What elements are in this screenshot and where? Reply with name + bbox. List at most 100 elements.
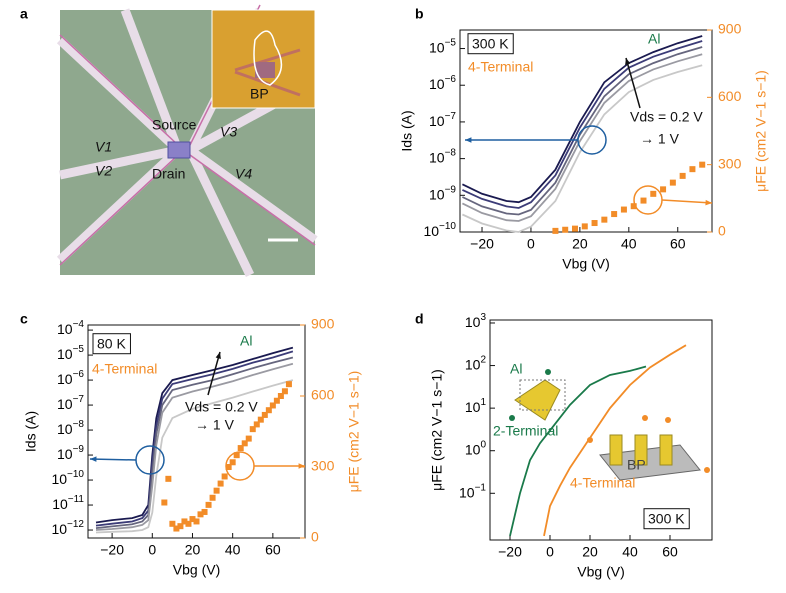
mobility-point: [660, 186, 667, 193]
mobility-point: [630, 203, 637, 210]
plot-frame: [87, 324, 306, 539]
y-tick-label: 10−10: [423, 221, 456, 239]
mobility-point: [237, 445, 244, 452]
mobility-point: [177, 523, 184, 530]
arrow: [625, 57, 641, 109]
y2-tick-label: 300: [718, 155, 742, 171]
dot-marker: [704, 467, 710, 473]
micrograph-label: V3: [220, 124, 237, 140]
mobility-point: [165, 475, 172, 482]
mobility-point: [173, 525, 180, 532]
arrow-head: [90, 456, 97, 462]
x-axis-label: Vbg (V): [577, 564, 624, 580]
mobility-point: [265, 407, 272, 414]
mobility-point: [640, 197, 647, 204]
mobility-point: [257, 416, 264, 423]
curve: [95, 346, 294, 524]
mobility-point: [221, 473, 228, 480]
mobility-point: [591, 220, 598, 227]
dot-marker: [642, 415, 648, 421]
y-tick-label: 10−12: [51, 519, 84, 537]
y2-tick-label: 600: [311, 387, 335, 403]
mobility-point: [233, 452, 240, 459]
micrograph-label: BP: [250, 86, 269, 102]
mobility-point: [197, 511, 204, 518]
dot-marker: [509, 415, 515, 421]
mobility-point: [193, 518, 200, 525]
y-tick-label: 101: [465, 397, 487, 415]
panel-label: b: [415, 6, 424, 22]
panel-label: d: [415, 311, 424, 327]
al-contact-drawing: [659, 434, 673, 466]
y-tick-label: 10−5: [57, 344, 84, 362]
annotation: 2-Terminal: [493, 423, 558, 439]
highlight-circle: [633, 185, 663, 215]
curve: [95, 356, 294, 529]
al-contact-drawing: [609, 434, 623, 466]
bp-4t-drawing: [599, 444, 701, 481]
annotation: → 1 V: [640, 131, 680, 147]
y-tick-label: 10−1: [459, 482, 486, 500]
x-tick-label: 0: [527, 236, 535, 252]
y2-tick-label: 600: [718, 88, 742, 104]
mobility-point: [679, 172, 686, 179]
dot-marker: [545, 369, 551, 375]
annotation-box: [92, 333, 131, 355]
panel-label: a: [20, 6, 28, 22]
mobility-point: [611, 211, 618, 218]
curve: [543, 344, 687, 537]
arrow: [661, 199, 713, 204]
y-tick-label: 10−8: [429, 147, 456, 165]
y-tick-label: 10−4: [57, 319, 84, 337]
inset-device: [255, 62, 275, 78]
x-tick-label: −20: [100, 542, 124, 558]
panel-label: c: [20, 311, 28, 327]
y-tick-label: 10−9: [57, 444, 84, 462]
mobility-point: [161, 499, 168, 506]
y-tick-label: 10−5: [429, 37, 456, 55]
y-tick-label: 102: [465, 354, 487, 372]
y-tick-label: 10−6: [57, 369, 84, 387]
annotation-box: [643, 508, 690, 530]
mobility-point: [601, 216, 608, 223]
mobility-point: [273, 397, 280, 404]
y-tick-label: 10−7: [429, 111, 456, 129]
micrograph-label: Drain: [152, 166, 185, 182]
arrow-head: [625, 58, 631, 65]
mobility-point: [213, 487, 220, 494]
annotation: 4-Terminal: [468, 59, 533, 75]
annotation: 300 K: [472, 36, 509, 52]
x-tick-label: 40: [622, 544, 638, 560]
mobility-point: [249, 426, 256, 433]
dot-marker: [665, 417, 671, 423]
y2-tick-label: 900: [311, 316, 335, 332]
x-tick-label: −20: [470, 236, 494, 252]
y-axis-label: Ids (A): [399, 110, 415, 151]
annotation: Vds = 0.2 V: [630, 109, 703, 125]
mobility-point: [669, 179, 676, 186]
al-contact-drawing: [514, 379, 561, 421]
mobility-point: [261, 411, 268, 418]
curve: [462, 53, 703, 222]
arrow: [207, 351, 221, 396]
y-tick-label: 10−11: [52, 494, 84, 512]
y-tick-label: 10−9: [429, 184, 456, 202]
mobility-point: [169, 520, 176, 527]
plot-frame: [459, 29, 713, 233]
y2-axis-label: μFE (cm2 V−1 s−1): [346, 371, 362, 493]
x-tick-label: 20: [572, 236, 588, 252]
mobility-point: [217, 480, 224, 487]
annotation: → 1 V: [195, 417, 235, 433]
mobility-point: [581, 223, 588, 230]
arrow: [89, 458, 137, 461]
bp-outline: [253, 30, 283, 86]
mobility-point: [205, 501, 212, 508]
micrograph-label: V2: [95, 163, 112, 179]
bp-flake-drawing: [519, 379, 566, 411]
mobility-point: [185, 520, 192, 527]
x-tick-label: 40: [225, 542, 241, 558]
y-tick-label: 10−7: [57, 394, 84, 412]
x-tick-label: 60: [662, 544, 678, 560]
highlight-circle: [135, 445, 165, 475]
